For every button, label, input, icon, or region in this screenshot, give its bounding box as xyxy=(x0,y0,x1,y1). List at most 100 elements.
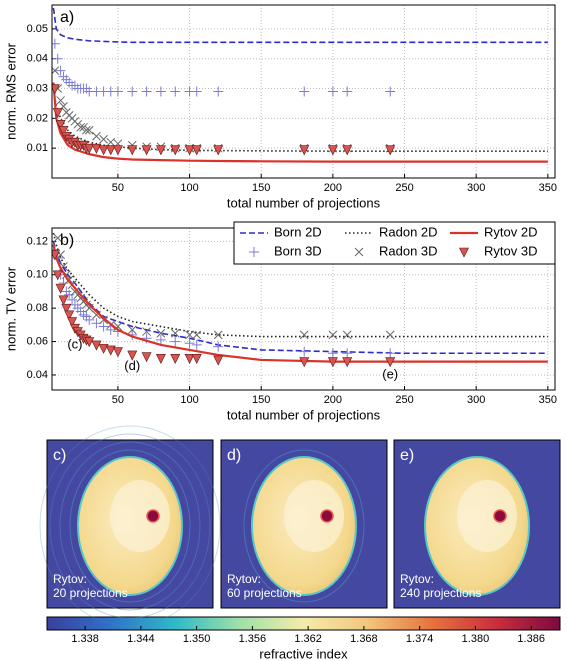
plus-marker xyxy=(299,346,310,357)
triangle-marker xyxy=(52,270,63,281)
plus-marker xyxy=(327,86,338,97)
panel-label: c) xyxy=(53,447,66,464)
artifact-ring xyxy=(49,433,211,619)
cell-core xyxy=(284,480,344,552)
plot-area xyxy=(52,228,548,368)
y-tick-label: 0.01 xyxy=(27,142,48,154)
triangle-marker xyxy=(213,145,224,156)
triangle-marker xyxy=(98,343,109,354)
plus-marker xyxy=(170,86,181,97)
cross-marker xyxy=(342,330,352,340)
triangle-marker xyxy=(91,143,102,154)
cross-marker xyxy=(84,303,94,313)
triangle-marker xyxy=(170,145,181,156)
triangle-marker xyxy=(105,345,116,356)
triangle-marker xyxy=(385,145,396,156)
annotation: (d) xyxy=(124,358,140,373)
x-tick-label: 150 xyxy=(252,182,270,194)
triangle-marker xyxy=(327,357,338,368)
triangle-marker xyxy=(299,145,310,156)
triangle-marker xyxy=(52,250,60,261)
panel-caption: Rytov: xyxy=(53,572,87,586)
plus-marker xyxy=(191,86,202,97)
cross-marker xyxy=(52,228,60,230)
triangle-marker xyxy=(127,350,138,361)
x-tick-label: 1.356 xyxy=(239,633,267,645)
cross-marker xyxy=(84,125,94,135)
series-line xyxy=(52,88,548,152)
triangle-marker xyxy=(385,357,396,368)
x-tick-label: 250 xyxy=(395,394,413,406)
x-axis-label: total number of projections xyxy=(227,407,381,422)
colorbar xyxy=(46,616,561,631)
x-tick-label: 1.350 xyxy=(183,633,211,645)
cross-marker xyxy=(328,330,338,340)
cross-marker xyxy=(92,131,101,141)
plus-marker xyxy=(98,321,109,332)
triangle-marker xyxy=(67,317,78,328)
triangle-marker xyxy=(52,108,63,119)
artifact-ring xyxy=(69,449,191,603)
cross-marker xyxy=(192,330,202,340)
cross-marker xyxy=(56,96,65,105)
chart-title: b) xyxy=(60,232,74,249)
legend-label: Radon 2D xyxy=(379,224,438,239)
x-tick-label: 1.344 xyxy=(127,633,155,645)
triangle-marker xyxy=(191,353,202,364)
y-tick-label: 0.08 xyxy=(27,302,48,314)
plus-marker xyxy=(385,86,396,97)
plus-marker xyxy=(342,348,353,359)
cross-marker xyxy=(299,330,309,340)
plus-marker xyxy=(191,339,202,350)
x-tick-label: 300 xyxy=(467,182,485,194)
plus-marker xyxy=(84,314,95,325)
y-tick-label: 0.06 xyxy=(27,335,48,347)
plus-marker xyxy=(327,348,338,359)
panel-caption: Rytov: xyxy=(227,572,261,586)
series-line xyxy=(52,241,548,355)
x-tick-label: 1.362 xyxy=(294,633,322,645)
triangle-marker xyxy=(112,347,123,358)
legend-label: Radon 3D xyxy=(379,243,438,258)
triangle-marker xyxy=(55,283,66,294)
triangle-marker xyxy=(91,340,102,351)
nucleolus xyxy=(146,509,160,523)
triangle-marker xyxy=(327,145,338,156)
x-tick-label: 1.386 xyxy=(517,633,545,645)
y-tick-label: 0.04 xyxy=(27,53,48,65)
triangle-marker xyxy=(84,143,95,154)
plus-marker xyxy=(52,38,60,49)
cell-core xyxy=(110,480,170,552)
y-tick-label: 0.03 xyxy=(27,82,48,94)
y-tick-label: 0.10 xyxy=(27,269,48,281)
plus-marker xyxy=(81,83,92,94)
cross-marker xyxy=(142,327,151,336)
cross-marker xyxy=(106,137,116,147)
plus-marker xyxy=(58,71,69,82)
x-tick-label: 1.368 xyxy=(350,633,378,645)
panel-caption: Rytov: xyxy=(400,572,434,586)
plus-marker xyxy=(64,77,75,88)
series-line xyxy=(52,244,548,363)
artifact-ring xyxy=(243,449,365,603)
triangle-marker xyxy=(191,145,202,156)
plus-marker xyxy=(61,74,72,85)
x-tick-label: 1.380 xyxy=(462,633,490,645)
x-tick-label: 200 xyxy=(324,394,342,406)
cross-marker xyxy=(99,134,108,144)
y-tick-label: 0.12 xyxy=(27,235,48,247)
triangle-marker xyxy=(84,337,95,348)
plus-marker xyxy=(55,65,66,76)
plus-marker xyxy=(184,338,195,349)
x-tick-label: 1.338 xyxy=(71,633,99,645)
x-tick-label: 250 xyxy=(395,182,413,194)
y-tick-label: 0.04 xyxy=(27,369,48,381)
plus-marker xyxy=(155,86,166,97)
cross-marker xyxy=(127,325,137,335)
plus-marker xyxy=(69,80,80,91)
cell-core xyxy=(457,480,517,552)
triangle-marker xyxy=(61,303,72,314)
series-line xyxy=(52,232,548,338)
panel-caption: 60 projections xyxy=(227,586,302,600)
